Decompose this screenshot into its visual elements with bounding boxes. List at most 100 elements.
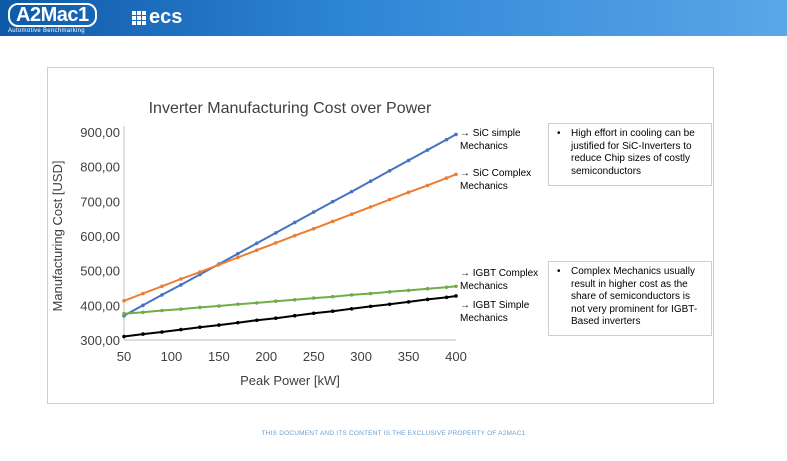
y-tick-label: 400,00 (80, 298, 120, 313)
series-point-1 (425, 183, 430, 188)
logo-tagline: Automotive Benchmarking (8, 28, 85, 34)
series-point-0 (330, 199, 335, 204)
y-axis-label: Manufacturing Cost [USD] (50, 160, 65, 311)
series-point-0 (292, 220, 297, 225)
series-point-1 (311, 226, 316, 231)
legend-entry-0: → SiC simple Mechanics (460, 128, 521, 152)
series-point-3 (217, 323, 221, 327)
series-line-2 (123, 285, 457, 315)
series-point-2 (368, 291, 373, 296)
series-point-3 (122, 334, 126, 339)
series-point-1 (160, 284, 164, 289)
series-point-0 (160, 293, 164, 297)
series-point-0 (179, 283, 183, 287)
series-point-2 (454, 284, 458, 289)
logo-main-text: A2Mac1 (8, 3, 97, 27)
series-point-3 (406, 300, 411, 304)
series-point-1 (292, 233, 297, 238)
series-point-0 (255, 241, 259, 246)
series-point-1 (236, 255, 240, 260)
note-box-sic: • High effort in cooling can be justifie… (548, 123, 712, 186)
series-point-1 (179, 277, 183, 281)
line-chart: Inverter Manufacturing Cost over Power 30… (50, 100, 538, 388)
x-tick-label: 300 (350, 349, 372, 364)
series-point-3 (330, 309, 335, 314)
series-line-1 (123, 173, 457, 302)
series-point-2 (160, 308, 164, 313)
series-point-2 (122, 311, 126, 316)
chart-panel: Inverter Manufacturing Cost over Power 30… (47, 67, 714, 404)
y-tick-label: 500,00 (80, 264, 120, 279)
series-point-2 (236, 302, 240, 307)
x-tick-label: 250 (303, 349, 325, 364)
series-line-0 (123, 133, 457, 317)
series-point-3 (349, 307, 354, 311)
x-tick-label: 50 (117, 349, 131, 364)
ecs-logo: ecs (132, 6, 182, 29)
series-point-1 (387, 197, 392, 202)
series-point-2 (444, 285, 449, 290)
y-tick-label: 900,00 (80, 125, 120, 140)
series-point-0 (387, 169, 392, 173)
note-text-igbt: Complex Mechanics usually result in high… (571, 266, 698, 327)
x-tick-label: 150 (208, 349, 230, 364)
series-point-3 (454, 294, 458, 298)
series-point-0 (425, 148, 430, 152)
series-point-3 (292, 313, 297, 318)
series-point-1 (368, 205, 373, 209)
chart-title: Inverter Manufacturing Cost over Power (149, 100, 432, 117)
grid-icon (132, 10, 146, 25)
series-point-1 (273, 241, 278, 245)
series-point-0 (444, 137, 449, 142)
series-point-0 (236, 251, 240, 256)
series-point-1 (330, 219, 335, 224)
series-point-3 (160, 330, 164, 334)
a2mac1-logo: A2Mac1 Automotive Benchmarking (8, 3, 97, 34)
series-point-2 (198, 305, 202, 310)
series-point-3 (311, 311, 316, 316)
series-point-3 (387, 302, 392, 307)
series-point-2 (217, 304, 221, 308)
series-point-1 (454, 172, 458, 177)
series-point-0 (273, 231, 278, 235)
header-bar: A2Mac1 Automotive Benchmarking ecs (0, 0, 787, 36)
y-tick-label: 700,00 (80, 194, 120, 209)
series-point-3 (179, 327, 183, 332)
series-point-1 (217, 262, 221, 267)
series-point-0 (349, 189, 354, 194)
series-point-2 (311, 296, 316, 300)
series-point-1 (141, 291, 145, 296)
series-point-1 (349, 212, 354, 216)
series-point-0 (368, 179, 373, 184)
series-point-0 (141, 303, 145, 308)
series-point-2 (255, 301, 259, 305)
x-tick-label: 400 (445, 349, 467, 364)
x-tick-label: 200 (255, 349, 277, 364)
series-point-1 (444, 176, 449, 180)
series-point-2 (141, 310, 145, 315)
series-point-3 (368, 304, 373, 309)
series-point-3 (425, 297, 430, 302)
series-point-3 (255, 318, 259, 323)
series-point-1 (198, 270, 202, 274)
note-box-igbt: • Complex Mechanics usually result in hi… (548, 261, 712, 336)
x-tick-label: 100 (161, 349, 183, 364)
note-text-sic: High effort in cooling can be justified … (571, 128, 695, 177)
legend-entry-1: → SiC Complex Mechanics (460, 168, 531, 192)
series-point-0 (406, 158, 411, 163)
series-point-1 (406, 190, 411, 195)
footer-disclaimer: THIS DOCUMENT AND ITS CONTENT IS THE EXC… (261, 430, 526, 437)
x-axis-label: Peak Power [kW] (240, 373, 340, 388)
series-point-2 (425, 286, 430, 291)
series-point-3 (273, 316, 278, 320)
series-point-2 (292, 297, 297, 302)
series-point-1 (255, 248, 259, 253)
series-point-3 (198, 325, 202, 329)
series-point-1 (122, 299, 126, 303)
series-point-2 (406, 288, 411, 293)
series-point-0 (454, 132, 458, 137)
series-point-2 (349, 293, 354, 297)
y-tick-label: 300,00 (80, 333, 120, 348)
series-point-2 (330, 294, 335, 299)
note-bullet: • (557, 266, 561, 277)
